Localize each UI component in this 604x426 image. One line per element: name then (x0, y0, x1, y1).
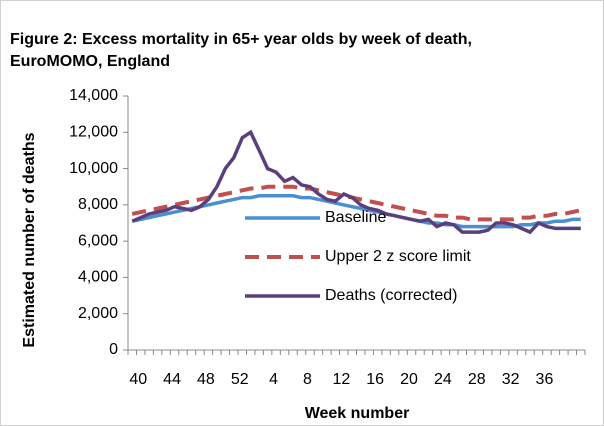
x-tick-label: 52 (231, 371, 249, 388)
series-line (131, 184, 582, 222)
x-tick-label: 44 (163, 371, 181, 388)
x-tick-label: 36 (536, 371, 554, 388)
x-tick-label: 20 (400, 371, 418, 388)
x-tick-label: 28 (468, 371, 486, 388)
y-tick-label: 14,000 (69, 87, 118, 104)
x-tick-label: 32 (502, 371, 520, 388)
chart-title: Figure 2: Excess mortality in 65+ year o… (10, 31, 472, 48)
series-line (131, 194, 581, 229)
y-tick-label: 2,000 (78, 305, 118, 322)
x-tick-label: 40 (129, 371, 147, 388)
legend-label: Upper 2 z score limit (325, 248, 471, 265)
x-tick-label: 4 (269, 371, 278, 388)
chart-subtitle: EuroMOMO, England (10, 53, 170, 70)
x-tick-label: 8 (303, 371, 312, 388)
y-tick-label: 10,000 (69, 160, 118, 177)
x-tick-label: 24 (434, 371, 452, 388)
x-axis-title: Week number (305, 405, 410, 422)
y-tick-label: 8,000 (78, 196, 118, 213)
y-tick-label: 0 (109, 341, 118, 358)
y-tick-label: 12,000 (69, 124, 118, 141)
legend-label: Deaths (corrected) (325, 287, 458, 304)
legend-label: Baseline (325, 209, 386, 226)
x-tick-label: 16 (366, 371, 384, 388)
y-tick-label: 4,000 (78, 269, 118, 286)
y-axis-title: Estimated number of deaths (21, 132, 38, 347)
y-tick-label: 6,000 (78, 232, 118, 249)
x-tick-label: 12 (332, 371, 350, 388)
x-tick-label: 48 (197, 371, 215, 388)
series-line (131, 129, 581, 235)
